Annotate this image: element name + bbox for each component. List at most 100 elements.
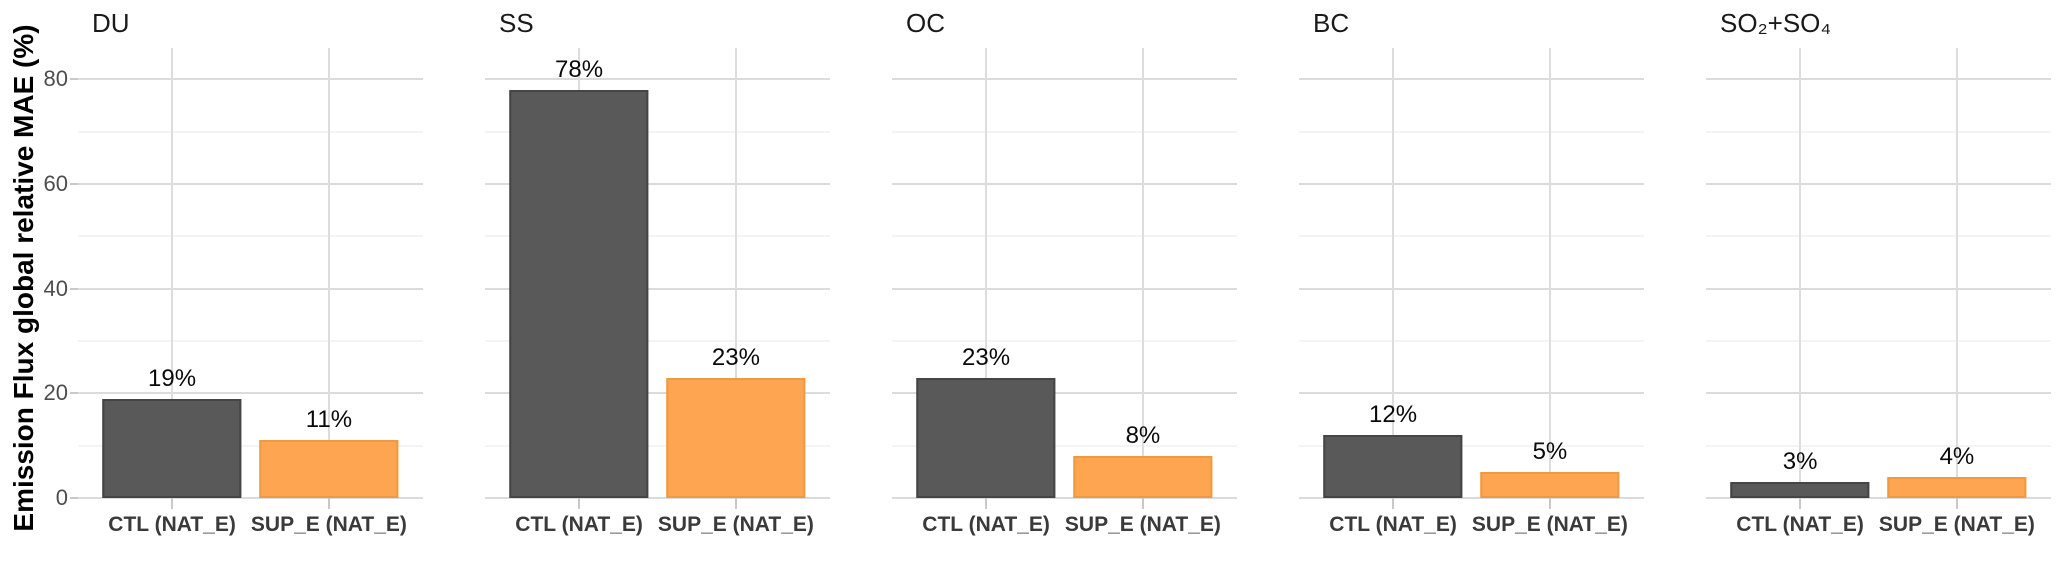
gridline-minor <box>78 340 423 342</box>
gridline-major <box>78 497 423 499</box>
gridline-minor <box>485 340 830 342</box>
gridline-minor <box>892 235 1237 237</box>
x-axis-tick-ctl <box>1392 498 1395 509</box>
gridline-minor <box>1299 131 1644 133</box>
x-axis-tick-sup <box>1141 498 1144 509</box>
gridline-major <box>485 392 830 395</box>
facet-panel: BC 12% 5% CTL (NAT_E) SUP_E (NAT_E) <box>1299 0 1644 564</box>
bar-value-label: 78% <box>555 55 604 83</box>
facet-strip-title: SS <box>499 8 534 38</box>
x-axis-tick-sup <box>327 498 330 509</box>
plot-area: 19% 11% <box>78 48 423 499</box>
facet-strip-title: DU <box>92 8 130 38</box>
facet-panel: DU 19% 11% CTL (NAT_E) SUP_E (NAT_E) <box>78 0 423 564</box>
facet-strip-title: OC <box>906 8 945 38</box>
x-tick-label-ctl: CTL (NAT_E) <box>108 513 236 536</box>
x-axis-tick-ctl <box>171 498 174 509</box>
bar-ctl <box>1730 482 1870 498</box>
gridline-major <box>78 78 423 81</box>
gridline-minor <box>1706 340 2051 342</box>
x-axis-tick-sup <box>1955 498 1958 509</box>
x-axis-tick-ctl <box>985 498 988 509</box>
gridline-minor <box>78 235 423 237</box>
bar-value-label: 12% <box>1369 401 1418 429</box>
gridline-major <box>485 78 830 81</box>
bar-sup <box>1073 456 1213 498</box>
x-axis-tick-sup <box>1548 498 1551 509</box>
y-axis-tick-mark <box>70 287 78 290</box>
gridline-major <box>1706 287 2051 290</box>
gridline-major <box>1706 392 2051 395</box>
gridline-major <box>892 497 1237 499</box>
bar-value-label: 8% <box>1125 422 1161 450</box>
x-tick-label-ctl: CTL (NAT_E) <box>1736 513 1864 536</box>
gridline-major <box>1706 183 2051 186</box>
y-axis-title: Emission Flux global relative MAE (%) <box>8 24 39 532</box>
facet-strip-title: SO₂+SO₄ <box>1720 8 1832 38</box>
gridline-minor <box>1706 445 2051 447</box>
bar-sup <box>666 377 806 498</box>
gridline-major <box>78 183 423 186</box>
gridline-vertical <box>1955 48 1958 498</box>
bar-value-label: 19% <box>148 364 197 392</box>
gridline-minor <box>1299 340 1644 342</box>
bar-ctl <box>1323 435 1463 498</box>
plot-area: 23% 8% <box>892 48 1237 499</box>
gridline-minor <box>485 131 830 133</box>
gridline-major <box>1299 497 1644 499</box>
y-axis-tick-mark <box>70 183 78 186</box>
gridline-major <box>1299 78 1644 81</box>
y-axis-tick-mark <box>70 78 78 81</box>
x-tick-label-sup: SUP_E (NAT_E) <box>1878 513 2035 536</box>
bar-value-label: 23% <box>711 343 760 371</box>
x-tick-label-ctl: CTL (NAT_E) <box>515 513 643 536</box>
plot-area: 3% 4% <box>1706 48 2051 499</box>
gridline-vertical <box>1799 48 1802 498</box>
gridline-major <box>892 392 1237 395</box>
gridline-vertical <box>327 48 330 498</box>
y-axis-tick-label: 40 <box>43 275 68 301</box>
x-tick-label-sup: SUP_E (NAT_E) <box>1471 513 1628 536</box>
gridline-major <box>892 183 1237 186</box>
bar-sup <box>1887 477 2027 498</box>
facet-panel: OC 23% 8% CTL (NAT_E) SUP_E (NAT_E) <box>892 0 1237 564</box>
gridline-major <box>892 78 1237 81</box>
bar-sup <box>259 440 399 498</box>
gridline-minor <box>78 445 423 447</box>
gridline-minor <box>1706 131 2051 133</box>
gridline-major <box>1299 287 1644 290</box>
gridline-vertical <box>734 48 737 498</box>
gridline-major <box>485 183 830 186</box>
gridline-major <box>1299 392 1644 395</box>
bar-value-label: 5% <box>1532 437 1568 465</box>
y-axis-tick-label: 0 <box>55 485 68 510</box>
gridline-major <box>78 287 423 290</box>
y-axis-tick-label: 60 <box>43 171 68 197</box>
plot-area: 12% 5% <box>1299 48 1644 499</box>
gridline-minor <box>1299 445 1644 447</box>
gridline-major <box>1706 497 2051 499</box>
bar-value-label: 3% <box>1782 448 1818 476</box>
gridline-minor <box>485 445 830 447</box>
bar-value-label: 23% <box>962 343 1011 371</box>
x-tick-label-ctl: CTL (NAT_E) <box>922 513 1050 536</box>
gridline-minor <box>892 340 1237 342</box>
x-tick-label-sup: SUP_E (NAT_E) <box>657 513 814 536</box>
gridline-major <box>1299 183 1644 186</box>
x-tick-label-sup: SUP_E (NAT_E) <box>250 513 407 536</box>
gridline-major <box>892 287 1237 290</box>
gridline-major <box>1706 78 2051 81</box>
gridline-major <box>78 392 423 395</box>
x-axis-tick-ctl <box>578 498 581 509</box>
bar-ctl <box>916 377 1056 498</box>
x-tick-label-ctl: CTL (NAT_E) <box>1329 513 1457 536</box>
gridline-vertical <box>1392 48 1395 498</box>
gridline-minor <box>485 235 830 237</box>
y-axis-tick-mark <box>70 392 78 395</box>
gridline-minor <box>892 131 1237 133</box>
bar-value-label: 11% <box>305 406 353 434</box>
facet-panels: DU 19% 11% CTL (NAT_E) SUP_E (NAT_E) SS 7… <box>78 0 2051 564</box>
bar-sup <box>1480 471 1620 498</box>
facet-strip-title: BC <box>1313 8 1350 38</box>
